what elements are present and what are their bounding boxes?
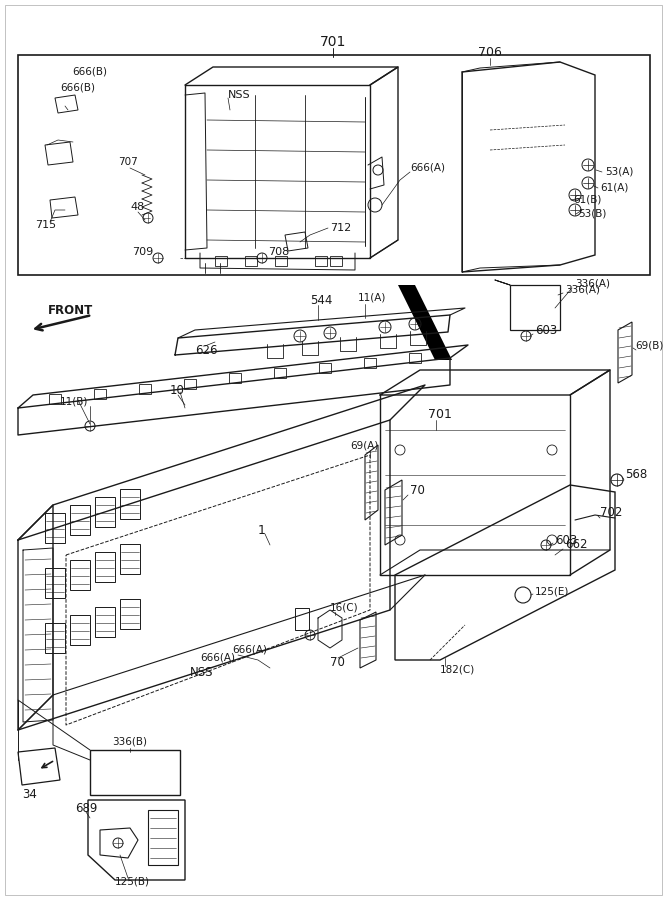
Bar — [364, 358, 376, 368]
Bar — [70, 560, 90, 590]
Text: NSS: NSS — [228, 90, 251, 100]
Bar — [95, 497, 115, 526]
Text: 70: 70 — [410, 483, 425, 497]
Bar — [45, 568, 65, 598]
Bar — [49, 394, 61, 404]
Text: 10: 10 — [170, 383, 185, 397]
Text: 69(A): 69(A) — [350, 440, 378, 450]
Text: 626: 626 — [195, 344, 217, 356]
Text: NSS: NSS — [190, 665, 213, 679]
Text: 125(E): 125(E) — [535, 587, 570, 597]
Bar — [139, 384, 151, 394]
Text: 701: 701 — [428, 409, 452, 421]
Text: 666(B): 666(B) — [60, 82, 95, 92]
Text: 336(A): 336(A) — [575, 278, 610, 288]
Bar — [319, 363, 331, 373]
Bar — [45, 623, 65, 652]
Text: 182(C): 182(C) — [440, 665, 476, 675]
Text: 48: 48 — [130, 202, 144, 212]
Text: 603: 603 — [535, 323, 557, 337]
Text: 53(B): 53(B) — [578, 209, 606, 219]
Text: 702: 702 — [600, 506, 622, 518]
Text: 689: 689 — [75, 802, 97, 814]
Text: 61(A): 61(A) — [600, 183, 628, 193]
Text: 336(A): 336(A) — [565, 285, 600, 295]
Text: 603: 603 — [555, 534, 577, 546]
Text: 16(C): 16(C) — [330, 602, 359, 612]
Bar — [295, 608, 309, 630]
Polygon shape — [398, 285, 452, 360]
Bar — [120, 598, 140, 629]
Bar — [70, 505, 90, 535]
Bar — [120, 544, 140, 573]
Text: 666(A): 666(A) — [410, 163, 445, 173]
Bar — [215, 256, 227, 266]
Text: 34: 34 — [22, 788, 37, 802]
Text: 336(B): 336(B) — [112, 737, 147, 747]
Bar — [330, 256, 342, 266]
Text: 708: 708 — [268, 247, 289, 257]
Text: 662: 662 — [565, 538, 588, 552]
Bar — [184, 379, 196, 389]
Bar — [94, 389, 106, 399]
Text: 712: 712 — [330, 223, 352, 233]
Text: 666(A): 666(A) — [232, 645, 267, 655]
Text: 70: 70 — [330, 655, 345, 669]
Text: 53(A): 53(A) — [605, 167, 634, 177]
Text: 1: 1 — [258, 524, 266, 536]
Text: 715: 715 — [35, 220, 56, 230]
Text: 666(A): 666(A) — [200, 653, 235, 663]
Text: 568: 568 — [625, 469, 647, 482]
Text: 125(B): 125(B) — [115, 877, 150, 887]
Bar — [315, 256, 327, 266]
Bar — [409, 353, 421, 363]
Text: 709: 709 — [132, 247, 153, 257]
Text: 666(B): 666(B) — [72, 67, 107, 77]
Text: 544: 544 — [310, 293, 332, 307]
Text: 11(A): 11(A) — [358, 293, 386, 303]
Text: 69(B): 69(B) — [635, 340, 664, 350]
Bar — [95, 552, 115, 581]
Bar — [275, 256, 287, 266]
Bar — [274, 368, 286, 378]
Text: 61(B): 61(B) — [573, 195, 602, 205]
Bar — [45, 513, 65, 543]
Bar — [229, 373, 241, 383]
Bar — [120, 489, 140, 518]
Bar — [18, 55, 650, 275]
Bar — [95, 607, 115, 637]
Text: 701: 701 — [319, 35, 346, 49]
Text: 707: 707 — [118, 157, 138, 167]
Text: FRONT: FRONT — [48, 303, 93, 317]
Text: 11(B): 11(B) — [60, 397, 88, 407]
Bar — [70, 615, 90, 644]
Text: 706: 706 — [478, 46, 502, 58]
Bar — [245, 256, 257, 266]
